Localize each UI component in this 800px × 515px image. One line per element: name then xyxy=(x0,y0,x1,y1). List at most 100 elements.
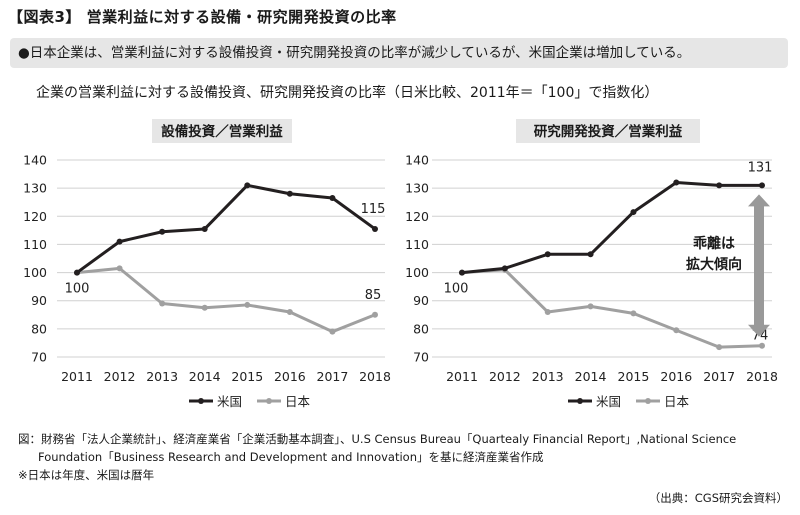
chart-0-xtick: 2016 xyxy=(274,369,306,384)
chart-1-series-jp-point xyxy=(630,310,637,317)
chart-1-series-us-line xyxy=(461,181,762,275)
chart-0-series-us-line xyxy=(76,183,376,274)
chart-0-series-us-point xyxy=(244,182,251,189)
chart-1-xtick: 2015 xyxy=(618,369,650,384)
chart-1-title-box xyxy=(516,119,700,143)
chart-1-xtick: 2017 xyxy=(703,369,735,384)
legend-us-marker xyxy=(189,397,213,404)
chart-0-xtick: 2018 xyxy=(359,369,391,384)
chart-1-series-us-point xyxy=(630,209,637,216)
legend-item-us: 米国 xyxy=(188,391,242,410)
chart-0-title-box xyxy=(152,119,292,143)
source-line-2: Foundation「Business Research and Develop… xyxy=(38,450,544,464)
chart-1-ytick: 120 xyxy=(405,209,429,224)
chart-0-data-label: 100 xyxy=(65,282,90,297)
figure-title: 【図表3】 営業利益に対する設備・研究開発投資の比率 xyxy=(8,8,397,26)
chart-1-series-us-point xyxy=(501,265,508,272)
summary-box: ●日本企業は、営業利益に対する設備投資・研究開発投資の比率が減少しているが、米国… xyxy=(10,38,788,68)
chart-0-xtick: 2015 xyxy=(231,369,263,384)
chart-0-xtick: 2017 xyxy=(317,369,349,384)
legend-jp-label-2: 日本 xyxy=(664,394,690,409)
legend-us-label-2: 米国 xyxy=(596,394,622,409)
chart-1-xtick: 2018 xyxy=(746,369,778,384)
gap-arrow xyxy=(748,194,770,337)
charts-area: 設備投資／営業利益 140 130 120 110 100 90 80 70 2011 2012 20… xyxy=(23,119,778,384)
chart-1-data-label: 100 xyxy=(444,282,469,297)
chart-0-series-jp-point xyxy=(286,308,293,315)
chart-1-ytick: 70 xyxy=(413,350,429,365)
chart-1-title: 研究開発投資／営業利益 xyxy=(534,123,683,140)
chart-1-ytick: 80 xyxy=(413,321,429,336)
chart-1-series-jp-point xyxy=(587,303,594,310)
chart-0-ytick: 90 xyxy=(31,293,47,308)
chart-1-series-jp-line xyxy=(461,268,763,349)
chart-1-series-jp-point xyxy=(716,344,723,351)
chart-1-series-jp-point xyxy=(673,327,680,334)
source-note: 図：財務省「法人企業統計」、経済産業省「企業活動基本調査」、U.S Census… xyxy=(18,430,788,484)
chart-1-series-us-point xyxy=(544,251,551,258)
chart-1-ytick: 140 xyxy=(405,153,429,168)
chart-1-xtick: 2012 xyxy=(489,369,521,384)
legend-item-us-2: 米国 xyxy=(567,391,621,410)
chart-1-series-jp-point xyxy=(544,308,551,315)
chart-1-ytick: 100 xyxy=(405,265,429,280)
chart-0-series-jp-point xyxy=(244,301,251,308)
legend-us-marker-2 xyxy=(568,397,592,404)
chart-1-series-us-point xyxy=(673,179,680,186)
legend-left: 米国 日本 xyxy=(188,391,320,410)
chart-1-data-label: 131 xyxy=(748,160,773,175)
chart-0-series-jp-point xyxy=(116,265,123,272)
chart-1-series-us-point xyxy=(716,182,723,189)
chart-1-ytick: 130 xyxy=(405,181,429,196)
chart-0-series-jp-point xyxy=(159,300,166,307)
chart-0-ytick: 110 xyxy=(23,237,47,252)
chart-0-data-label: 115 xyxy=(361,202,386,217)
legend-jp-marker-2 xyxy=(636,397,661,404)
chart-0-xtick: 2014 xyxy=(189,369,221,384)
chart-1-series-us-point xyxy=(759,182,765,189)
chart-1-xtick: 2014 xyxy=(575,369,607,384)
fiscal-note: ※日本は年度、米国は暦年 xyxy=(18,468,155,482)
chart-0-series-us-point xyxy=(329,194,336,201)
chart-1-xtick: 2016 xyxy=(660,369,692,384)
chart-0-series-us-point xyxy=(159,228,166,235)
legend-right: 米国 日本 xyxy=(567,391,699,410)
chart-0-ytick: 70 xyxy=(31,350,47,365)
chart-0-title: 設備投資／営業利益 xyxy=(161,123,283,140)
annotation-line-1: 乖離は xyxy=(693,235,735,252)
chart-1-xtick: 2013 xyxy=(532,369,564,384)
legend-jp-marker xyxy=(257,397,282,404)
chart-0-ytick: 140 xyxy=(23,153,47,168)
chart-0-ytick: 120 xyxy=(23,209,47,224)
chart-1-ytick: 110 xyxy=(405,237,429,252)
legend-item-jp: 日本 xyxy=(256,391,310,410)
chart-0-xtick: 2012 xyxy=(104,369,136,384)
chart-1-xtick: 2011 xyxy=(446,369,478,384)
legend-item-jp-2: 日本 xyxy=(635,391,689,410)
chart-0-series-us-point xyxy=(74,269,80,276)
chart-0-series-us-point xyxy=(286,190,293,197)
chart-0-series-us-point xyxy=(201,225,208,232)
chart-0-series-us-point xyxy=(372,225,378,232)
source-line-1: 図：財務省「法人企業統計」、経済産業省「企業活動基本調査」、U.S Census… xyxy=(18,432,737,446)
chart-1-series-us-point xyxy=(459,269,465,276)
chart-0-series-us-point xyxy=(116,238,123,245)
chart-0-data-label: 85 xyxy=(365,288,382,303)
chart-0-ytick: 100 xyxy=(23,265,47,280)
chart-0-xtick: 2013 xyxy=(146,369,178,384)
chart-0-series-jp-point xyxy=(329,328,336,335)
legend-us-label: 米国 xyxy=(217,394,243,409)
chart-1-series-jp-point xyxy=(759,342,765,349)
chart-1-series-us-point xyxy=(587,251,594,258)
chart-1-ytick: 90 xyxy=(413,293,429,308)
chart-subtitle: 企業の営業利益に対する設備投資、研究開発投資の比率（日米比較、2011年＝「10… xyxy=(36,85,659,101)
chart-0-xtick: 2011 xyxy=(61,369,93,384)
legend-jp-label: 日本 xyxy=(285,394,311,409)
credit: （出典：CGS研究会資料） xyxy=(648,491,788,505)
chart-0-ytick: 80 xyxy=(31,321,47,336)
chart-0-series-jp-point xyxy=(372,311,378,318)
chart-0-series-jp-line xyxy=(76,266,376,334)
annotation-line-2: 拡大傾向 xyxy=(686,256,742,273)
chart-0-series-jp-point xyxy=(201,304,208,311)
chart-0-ytick: 130 xyxy=(23,181,47,196)
